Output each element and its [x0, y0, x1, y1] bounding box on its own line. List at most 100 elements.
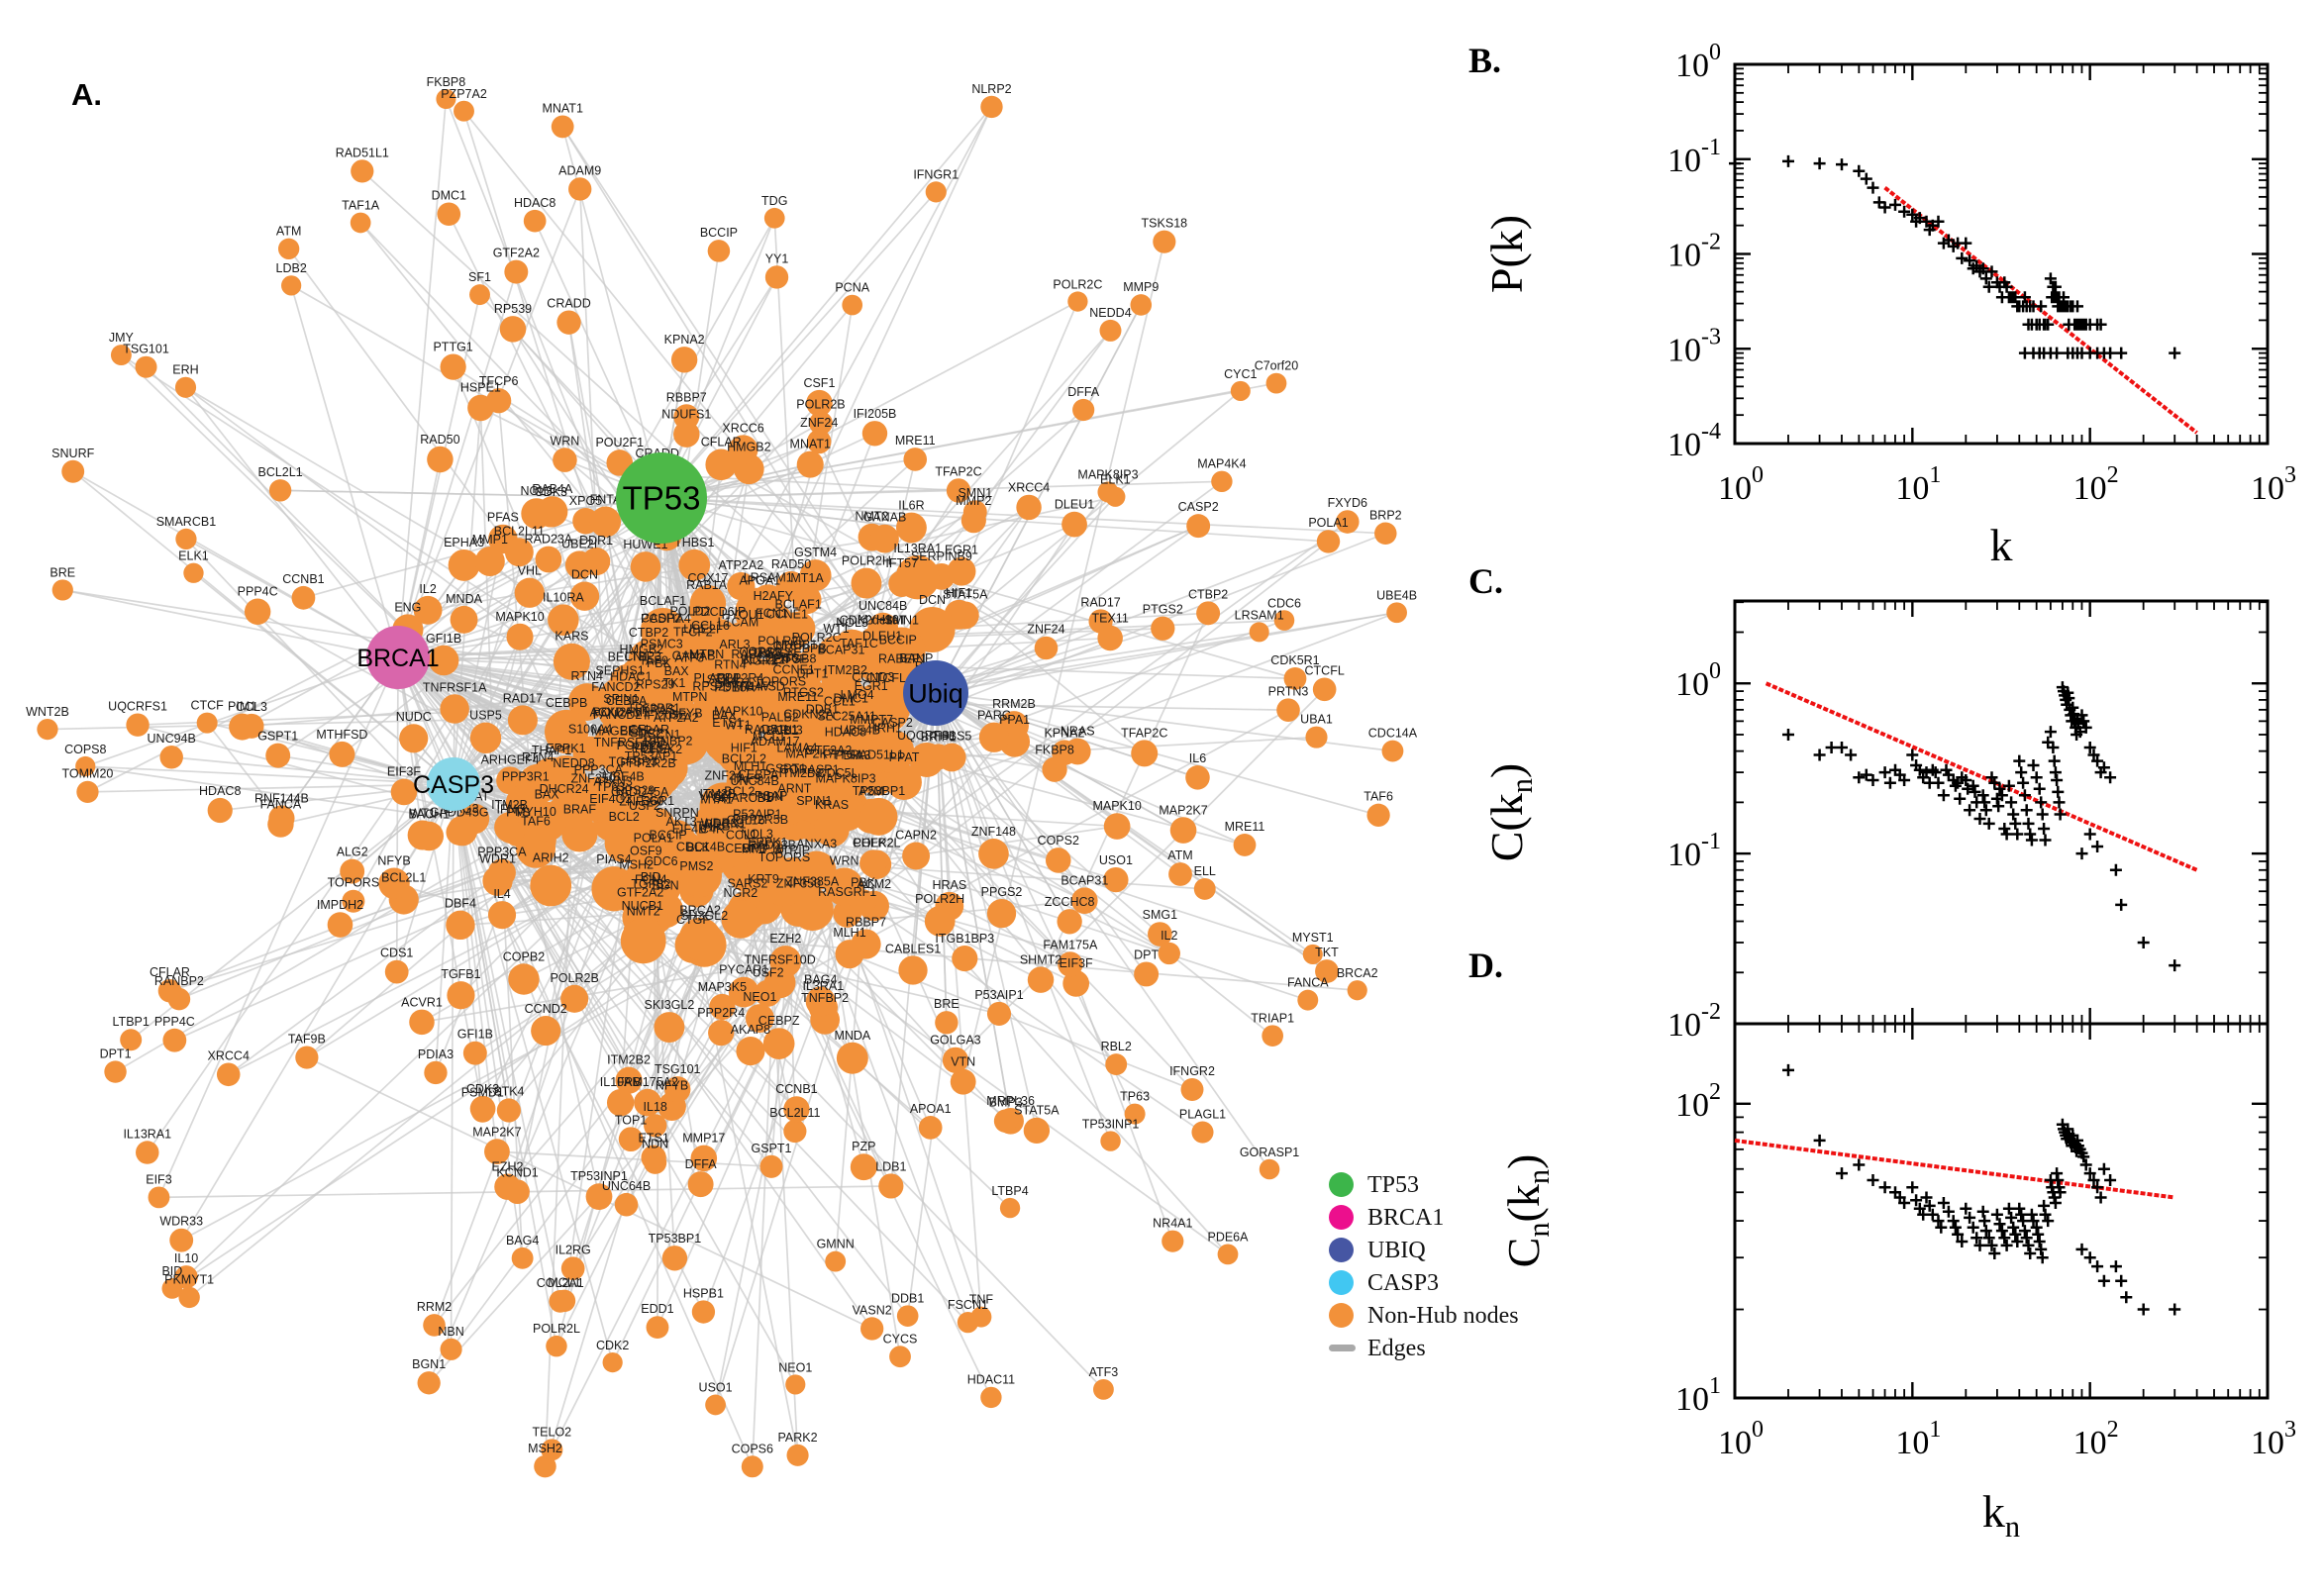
network-node-label: LRSAM1 [744, 570, 793, 584]
network-node-label: ATF3 [1089, 1365, 1119, 1379]
network-node-label: EZH2 [491, 1159, 523, 1173]
network-node-label: XPO5 [569, 494, 602, 508]
network-node [436, 88, 456, 110]
network-node-label: THAP1 [532, 744, 571, 757]
network-node-label: IL13RA1 [123, 1127, 171, 1141]
network-node [978, 839, 1009, 869]
network-node-label: SPIN1 [796, 794, 832, 808]
network-node [1067, 291, 1088, 312]
y-axis-label-C: C(kn​) [1481, 763, 1539, 862]
network-node [1072, 398, 1095, 422]
network-node-label: ADAM17 [751, 735, 800, 748]
network-node-label: GSPT1 [751, 1142, 791, 1155]
network-node-label: CASP2 [1178, 500, 1219, 514]
network-node [814, 811, 850, 848]
network-node [824, 676, 867, 720]
network-node-label: MCL1 [548, 1276, 580, 1290]
network-node [1347, 980, 1367, 1001]
network-node [615, 1066, 643, 1094]
network-node-label: NUCB1 [775, 639, 817, 652]
network-node-label: CCND2 [525, 1002, 567, 1016]
network-node-label: LTBP3 [746, 646, 782, 659]
network-node [440, 1338, 462, 1360]
network-node-label: PALB2 [761, 710, 799, 724]
network-node-label: CSF1 [803, 376, 835, 390]
network-node-label: XRCC4 [208, 1049, 250, 1063]
network-node-label: BECN1 [608, 650, 650, 664]
network-node [606, 1089, 635, 1117]
network-node-label: CTBP2 [629, 626, 668, 640]
network-node-label: CDC5L [818, 766, 858, 780]
network-node-label: MNAT1 [542, 102, 582, 116]
network-node [1381, 740, 1404, 762]
network-node-label: MAPK10 [714, 704, 762, 718]
network-node-labels: MAPK10 EPPK1 USO1 GSPT1 PPP2R4 SPIN1 FSCN1 UBE4… [26, 75, 1418, 1455]
network-node [327, 912, 354, 938]
network-node-label: MYH10 [515, 805, 556, 819]
network-node-label: CFLAR [629, 723, 669, 737]
network-node-label: RAD50 [420, 433, 459, 447]
network-node-label: VASN [699, 789, 732, 803]
network-node-label: WT1 [409, 806, 435, 820]
network-node-label: BRE [50, 565, 75, 579]
network-node [806, 756, 851, 801]
network-node-label: DMC1 [834, 692, 868, 706]
network-node-label: EPHA3 [444, 536, 484, 549]
network-node-label: PIAS4 [596, 852, 631, 866]
network-node-label: ITGAV [734, 679, 770, 693]
network-node [1196, 601, 1221, 626]
network-node-label: CHEK2 [641, 743, 682, 756]
network-node-label: XRCC6 [722, 421, 763, 435]
network-node-label: GANAB [672, 649, 716, 663]
network-node-label: TNF [969, 1293, 994, 1307]
network-node-label: MTPN [689, 648, 724, 661]
network-node-label: PDIA3 [835, 748, 870, 762]
network-node-label: PZP7A2 [441, 87, 487, 101]
network-node-label: WT1 [725, 718, 751, 732]
network-node [641, 1145, 666, 1170]
protein-interaction-network: MAPK10 EPPK1 USO1 GSPT1 PPP2R4 SPIN1 FSCN1 UBE4… [26, 75, 1418, 1478]
network-edge [462, 110, 884, 630]
network-node-label: TOPORS [328, 876, 380, 890]
network-node-label: BCLAF1 [640, 594, 686, 608]
network-node [851, 567, 882, 599]
network-node [474, 546, 505, 576]
network-node [1283, 666, 1307, 690]
network-node-label: CTGF [676, 913, 710, 927]
network-node-label: MTHFSD [734, 680, 785, 694]
network-node [135, 355, 157, 378]
network-node-label: DLEU1 [1055, 498, 1094, 512]
network-node-label: PLAGL1 [694, 671, 741, 685]
network-node [861, 685, 910, 734]
network-node-label: PPP4C [154, 1015, 195, 1029]
network-node-label: MAPK10 [495, 610, 544, 624]
network-edge [660, 497, 1330, 543]
network-node-label: POLR2B [796, 397, 845, 411]
network-edge [120, 353, 691, 728]
network-node [37, 718, 58, 741]
network-node-label: BGN1 [412, 1357, 446, 1371]
network-node-label: JMY [109, 331, 135, 345]
network-node-label: SLC25A11 [817, 710, 876, 724]
network-node-label: NFYB [656, 1078, 688, 1092]
network-edge [184, 386, 399, 658]
network-node-label: PTTG1 [823, 748, 862, 762]
network-node [61, 459, 85, 483]
network-node-label: RRM2B [992, 697, 1036, 711]
network-node-label: ERH [172, 363, 198, 377]
network-node-label: NEDD8 [553, 756, 594, 770]
network-node-label: TOP1 [615, 1113, 647, 1127]
network-node [859, 849, 887, 877]
panel-c-label: C. [1468, 561, 1503, 601]
network-node [673, 404, 700, 431]
network-node-label: UQCRFS1 [108, 700, 167, 714]
network-node-label: BID [161, 1264, 182, 1278]
network-edge [453, 783, 561, 1303]
network-node [602, 1351, 623, 1373]
network-node [1249, 622, 1269, 643]
network-node-label: MAP2K7 [1159, 803, 1207, 817]
network-node [207, 797, 233, 824]
network-node-label: YY1 [632, 742, 656, 755]
network-node-label: HDAC1 [610, 669, 652, 683]
